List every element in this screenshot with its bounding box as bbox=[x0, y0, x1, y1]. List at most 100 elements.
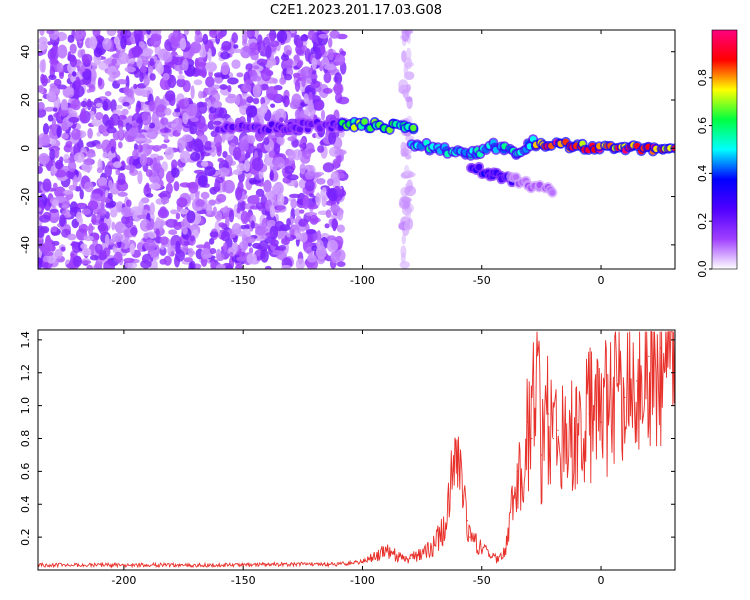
noise-blob bbox=[260, 249, 269, 263]
noise-blob bbox=[210, 260, 216, 269]
noise-blob bbox=[159, 190, 171, 201]
noise-blob bbox=[139, 153, 148, 166]
snr-data-point bbox=[600, 421, 602, 423]
noise-blob bbox=[102, 151, 108, 159]
noise-blob bbox=[49, 58, 59, 65]
noise-blob bbox=[328, 37, 333, 48]
noise-blob bbox=[116, 79, 128, 85]
noise-blob bbox=[200, 160, 209, 167]
noise-blob bbox=[236, 72, 244, 78]
noise-blob bbox=[227, 77, 239, 85]
noise-blob bbox=[95, 112, 104, 120]
noise-blob bbox=[116, 49, 121, 55]
noise-blob bbox=[164, 146, 174, 160]
noise-blob bbox=[286, 49, 292, 56]
noise-blob bbox=[261, 217, 269, 229]
noise-blob bbox=[195, 244, 207, 249]
noise-blob bbox=[399, 195, 411, 209]
noise-blob bbox=[90, 193, 102, 200]
noise-blob bbox=[56, 125, 62, 138]
snr-data-point bbox=[397, 556, 399, 558]
noise-blob bbox=[291, 225, 301, 231]
noise-blob bbox=[107, 192, 113, 200]
noise-blob bbox=[301, 45, 308, 52]
noise-blob bbox=[186, 210, 196, 224]
noise-blob bbox=[124, 218, 134, 229]
y-tick-label: 1.0 bbox=[19, 397, 32, 415]
noise-blob bbox=[188, 109, 194, 117]
noise-blob bbox=[212, 120, 222, 126]
noise-blob bbox=[144, 239, 156, 252]
noise-blob bbox=[231, 242, 239, 253]
noise-blob bbox=[241, 139, 249, 152]
noise-blob bbox=[219, 84, 228, 90]
y-tick-label: -40 bbox=[19, 236, 32, 254]
noise-blob bbox=[111, 221, 116, 231]
noise-blob bbox=[286, 232, 291, 238]
snr-data-point bbox=[421, 553, 423, 555]
noise-blob bbox=[107, 65, 118, 78]
colorbar: 0.0 0.2 0.4 0.6 0.8 bbox=[696, 29, 738, 278]
noise-blob bbox=[177, 137, 188, 150]
noise-blob bbox=[164, 107, 172, 116]
noise-blob bbox=[56, 62, 64, 73]
noise-blob bbox=[327, 178, 334, 187]
noise-blob bbox=[125, 75, 130, 90]
noise-blob bbox=[290, 198, 298, 209]
snr-data-point bbox=[636, 380, 638, 382]
noise-blob bbox=[264, 191, 275, 199]
noise-blob bbox=[274, 220, 285, 232]
noise-blob bbox=[133, 83, 138, 90]
noise-blob bbox=[299, 232, 308, 243]
noise-blob bbox=[325, 200, 335, 206]
noise-blob bbox=[172, 56, 184, 66]
noise-blob bbox=[203, 101, 208, 108]
noise-blob bbox=[190, 117, 199, 123]
noise-blob bbox=[125, 122, 131, 131]
noise-blob bbox=[286, 218, 291, 227]
noise-blob bbox=[249, 42, 258, 52]
noise-blob bbox=[86, 98, 92, 111]
noise-blob bbox=[72, 255, 82, 267]
noise-blob bbox=[337, 96, 350, 105]
noise-blob bbox=[103, 260, 115, 269]
noise-blob bbox=[149, 202, 155, 216]
noise-blob bbox=[86, 153, 96, 158]
y-tick-label: 20 bbox=[19, 93, 32, 107]
noise-blob bbox=[53, 182, 58, 189]
noise-blob bbox=[63, 189, 73, 195]
noise-blob bbox=[306, 229, 316, 235]
noise-blob bbox=[299, 209, 305, 214]
noise-blob bbox=[307, 30, 316, 41]
noise-blob bbox=[284, 165, 295, 175]
noise-blob bbox=[38, 137, 43, 150]
noise-blob bbox=[111, 232, 124, 243]
noise-blob bbox=[221, 74, 230, 80]
noise-blob bbox=[121, 206, 133, 217]
noise-blob bbox=[315, 192, 321, 207]
noise-blob bbox=[202, 33, 209, 45]
noise-blob bbox=[142, 48, 154, 56]
noise-blob bbox=[120, 247, 132, 253]
noise-blob bbox=[241, 83, 252, 93]
noise-blob bbox=[175, 212, 181, 220]
noise-blob bbox=[303, 93, 309, 105]
noise-blob bbox=[276, 205, 284, 211]
noise-blob bbox=[404, 221, 411, 232]
noise-blob bbox=[125, 261, 133, 269]
noise-blob bbox=[209, 248, 217, 255]
noise-blob bbox=[54, 248, 63, 259]
noise-blob bbox=[179, 182, 191, 188]
noise-blob bbox=[255, 202, 265, 210]
y-tick-label: 0.8 bbox=[19, 430, 32, 448]
noise-blob bbox=[256, 142, 265, 150]
noise-blob bbox=[204, 166, 216, 177]
noise-blob bbox=[236, 163, 247, 172]
noise-blob bbox=[176, 122, 182, 134]
noise-blob bbox=[231, 59, 241, 69]
noise-blob bbox=[97, 208, 107, 216]
noise-blob bbox=[38, 108, 47, 118]
noise-blob bbox=[173, 181, 180, 192]
noise-blob bbox=[130, 226, 138, 236]
